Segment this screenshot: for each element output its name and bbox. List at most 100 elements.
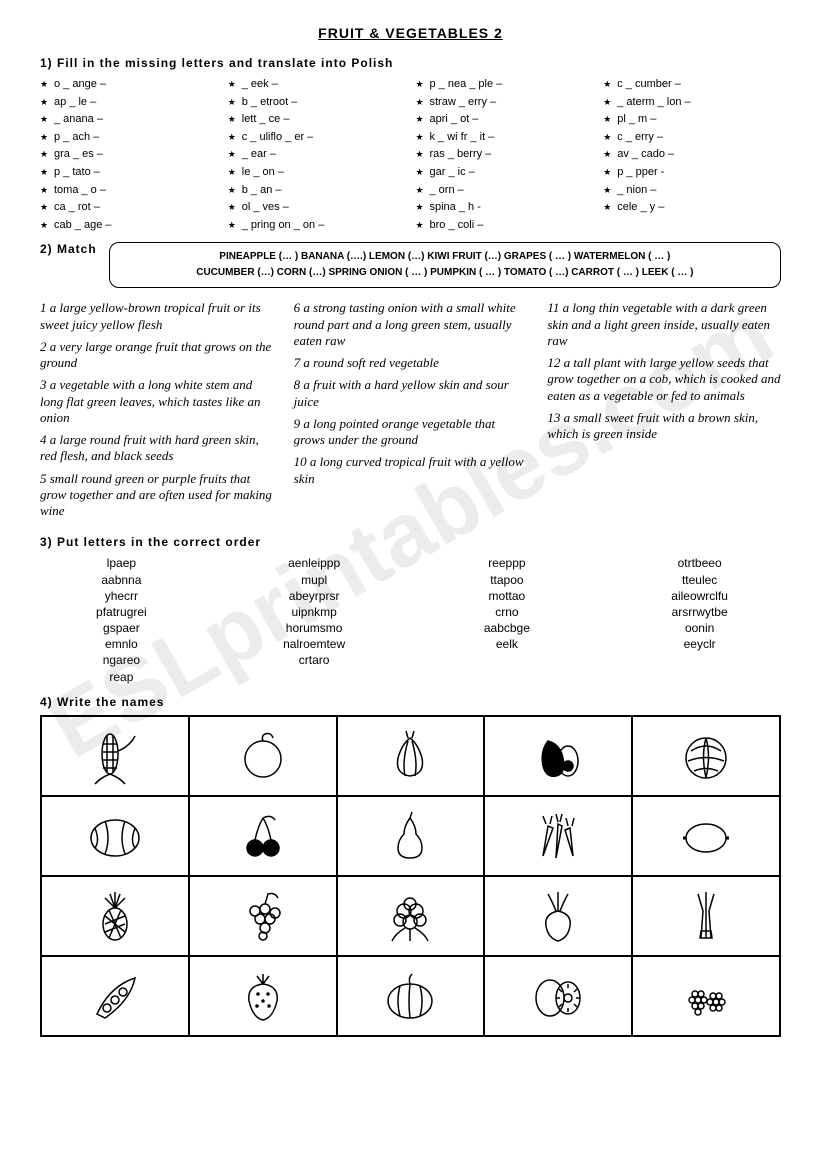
scramble-columns: lpaepaabnnayhecrrpfatrugreigspaeremnlong… — [40, 555, 781, 685]
fill-blank-item: pl _ m – — [603, 111, 781, 129]
fill-blank-item: c _ uliflo _ er – — [228, 129, 406, 147]
garlic-icon — [337, 716, 485, 796]
pear-icon — [337, 796, 485, 876]
fill-blank-item: spina _ h - — [416, 199, 594, 217]
fill-blank-item: _ aterm _ lon – — [603, 94, 781, 112]
definition-item: 4 a large round fruit with hard green sk… — [40, 432, 274, 465]
cauliflower-icon — [337, 876, 485, 956]
fill-blank-item: apri _ ot – — [416, 111, 594, 129]
match-word-box: PINEAPPLE (… ) BANANA (….) LEMON (…) KIW… — [109, 242, 781, 288]
fill-blank-item: p _ ach – — [40, 129, 218, 147]
ex2-heading: 2) Match — [40, 242, 97, 256]
scramble-word: lpaep — [40, 555, 203, 571]
scramble-word: pfatrugrei — [40, 604, 203, 620]
beetroot-icon — [484, 876, 632, 956]
scramble-word: abeyrprsr — [233, 588, 396, 604]
fill-blank-item: le _ on – — [228, 164, 406, 182]
fill-blank-item: c _ cumber – — [603, 76, 781, 94]
scramble-word: crno — [426, 604, 589, 620]
scramble-word: oonin — [618, 620, 781, 636]
fill-blank-item: _ ear – — [228, 146, 406, 164]
scramble-word: horumsmo — [233, 620, 396, 636]
scramble-word: aileowrclfu — [618, 588, 781, 604]
strawberry-icon — [189, 956, 337, 1036]
ex1-columns: o _ ange –ap _ le –_ anana –p _ ach –gra… — [40, 76, 781, 234]
cherries-icon — [189, 796, 337, 876]
pumpkin-icon — [337, 956, 485, 1036]
scramble-word: tteulec — [618, 572, 781, 588]
ex3-heading: 3) Put letters in the correct order — [40, 535, 781, 549]
carrots-icon — [484, 796, 632, 876]
fill-blank-item: gra _ es – — [40, 146, 218, 164]
scramble-word: ngareo — [40, 652, 203, 668]
fill-blank-item: b _ an – — [228, 182, 406, 200]
fill-blank-item: bro _ coli – — [416, 217, 594, 235]
fill-blank-item: straw _ erry – — [416, 94, 594, 112]
fill-blank-item: ol _ ves – — [228, 199, 406, 217]
fill-blank-item: _ pring on _ on – — [228, 217, 406, 235]
match-box-line2: CUCUMBER (…) CORN (…) SPRING ONION ( … )… — [122, 265, 768, 281]
leek-icon — [632, 876, 780, 956]
definition-item: 12 a tall plant with large yellow seeds … — [547, 355, 781, 404]
peas-icon — [41, 956, 189, 1036]
definition-item: 11 a long thin vegetable with a dark gre… — [547, 300, 781, 349]
fill-blank-item: gar _ ic – — [416, 164, 594, 182]
orange-icon — [189, 716, 337, 796]
cabbage-icon — [632, 716, 780, 796]
scramble-word: eeyclr — [618, 636, 781, 652]
lemon-icon — [632, 796, 780, 876]
definition-item: 7 a round soft red vegetable — [294, 355, 528, 371]
fill-blank-item: toma _ o – — [40, 182, 218, 200]
fill-blank-item: ras _ berry – — [416, 146, 594, 164]
scramble-word: uipnkmp — [233, 604, 396, 620]
scramble-word: ttapoo — [426, 572, 589, 588]
fill-blank-item: _ eek – — [228, 76, 406, 94]
scramble-word: mottao — [426, 588, 589, 604]
scramble-word: otrtbeeo — [618, 555, 781, 571]
avocado-icon — [484, 716, 632, 796]
fill-blank-item: o _ ange – — [40, 76, 218, 94]
fill-blank-item: p _ nea _ ple – — [416, 76, 594, 94]
fill-blank-item: ap _ le – — [40, 94, 218, 112]
scramble-word: aenleippp — [233, 555, 396, 571]
fill-blank-item: av _ cado – — [603, 146, 781, 164]
fill-blank-item: _ anana – — [40, 111, 218, 129]
ex4-heading: 4) Write the names — [40, 695, 781, 709]
corn-icon — [41, 716, 189, 796]
ex1-heading: 1) Fill in the missing letters and trans… — [40, 56, 781, 70]
scramble-word: crtaro — [233, 652, 396, 668]
match-box-line1: PINEAPPLE (… ) BANANA (….) LEMON (…) KIW… — [122, 249, 768, 265]
scramble-word: yhecrr — [40, 588, 203, 604]
fill-blank-item: cab _ age – — [40, 217, 218, 235]
fill-blank-item: c _ erry – — [603, 129, 781, 147]
pineapple-icon — [41, 876, 189, 956]
definition-item: 6 a strong tasting onion with a small wh… — [294, 300, 528, 349]
scramble-word: gspaer — [40, 620, 203, 636]
scramble-word: nalroemtew — [233, 636, 396, 652]
definition-item: 8 a fruit with a hard yellow skin and so… — [294, 377, 528, 410]
fill-blank-item: p _ tato – — [40, 164, 218, 182]
image-grid — [40, 715, 781, 1037]
definition-item: 2 a very large orange fruit that grows o… — [40, 339, 274, 372]
fill-blank-item: ca _ rot – — [40, 199, 218, 217]
definition-item: 9 a long pointed orange vegetable that g… — [294, 416, 528, 449]
definition-item: 10 a long curved tropical fruit with a y… — [294, 454, 528, 487]
scramble-word: emnlo — [40, 636, 203, 652]
scramble-word: eelk — [426, 636, 589, 652]
scramble-word: aabnna — [40, 572, 203, 588]
scramble-word: reap — [40, 669, 203, 685]
watermelon-icon — [41, 796, 189, 876]
scramble-word: aabcbge — [426, 620, 589, 636]
definitions: 1 a large yellow-brown tropical fruit or… — [40, 300, 781, 525]
definition-item: 1 a large yellow-brown tropical fruit or… — [40, 300, 274, 333]
definition-item: 5 small round green or purple fruits tha… — [40, 471, 274, 520]
scramble-word: mupl — [233, 572, 396, 588]
grapes-icon — [189, 876, 337, 956]
fill-blank-item: p _ pper - — [603, 164, 781, 182]
fill-blank-item: _ nion – — [603, 182, 781, 200]
definition-item: 3 a vegetable with a long white stem and… — [40, 377, 274, 426]
fill-blank-item: lett _ ce – — [228, 111, 406, 129]
page-title: FRUIT & VEGETABLES 2 — [40, 25, 781, 41]
raspberries-icon — [632, 956, 780, 1036]
fill-blank-item: k _ wi fr _ it – — [416, 129, 594, 147]
